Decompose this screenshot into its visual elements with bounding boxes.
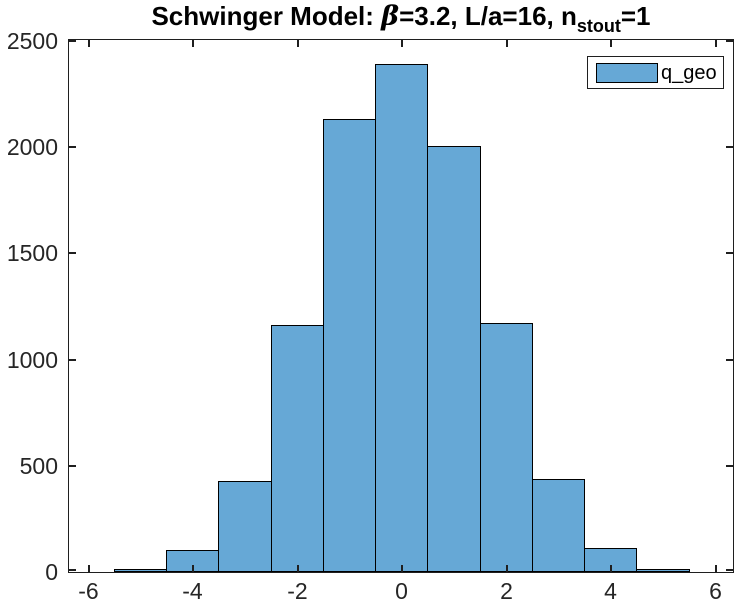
y-tick-label: 2500: [6, 27, 58, 54]
plot-area: q_geo: [68, 39, 734, 573]
x-tick-mark: [506, 565, 508, 572]
legend-swatch-q-geo: [596, 62, 658, 83]
histogram-bar: [218, 481, 272, 572]
x-tick-mark: [610, 40, 612, 47]
x-tick-mark: [88, 40, 90, 47]
y-tick-mark: [726, 40, 733, 42]
legend-label: q_geo: [661, 61, 717, 84]
y-tick-mark: [69, 252, 76, 254]
x-tick-mark: [715, 40, 717, 47]
y-tick-mark: [726, 146, 733, 148]
x-tick-mark: [192, 565, 194, 572]
x-tick-label: 4: [604, 578, 617, 604]
histogram-bar: [480, 323, 533, 572]
x-tick-label: -4: [182, 578, 203, 604]
x-tick-mark: [297, 40, 299, 47]
title-suffix: =1: [620, 1, 651, 31]
chart-title: Schwinger Model: β=3.2, L/a=16, nstout=1: [68, 1, 734, 36]
x-tick-label: -2: [287, 578, 308, 604]
histogram-bar: [271, 325, 324, 572]
title-subscript-stout: stout: [576, 16, 621, 36]
x-tick-label: 0: [395, 578, 408, 604]
title-middle: =3.2, L/a=16, n: [399, 1, 577, 31]
y-tick-mark: [726, 359, 733, 361]
histogram-bar: [532, 479, 585, 572]
histogram-bar: [427, 146, 481, 572]
y-tick-label: 2000: [6, 133, 58, 160]
x-tick-label: 2: [500, 578, 513, 604]
x-tick-mark: [297, 565, 299, 572]
y-tick-mark: [726, 465, 733, 467]
x-tick-mark: [401, 40, 403, 47]
x-tick-mark: [401, 565, 403, 572]
x-tick-mark: [715, 565, 717, 572]
y-tick-mark: [726, 252, 733, 254]
y-tick-label: 0: [45, 558, 58, 585]
y-tick-mark: [69, 40, 76, 42]
histogram-bar: [584, 548, 637, 572]
x-tick-mark: [610, 565, 612, 572]
y-tick-mark: [726, 569, 733, 571]
beta-symbol: β: [381, 1, 400, 32]
y-tick-mark: [69, 465, 76, 467]
x-tick-mark: [506, 40, 508, 47]
y-tick-mark: [69, 146, 76, 148]
y-tick-mark: [69, 359, 76, 361]
x-tick-mark: [192, 40, 194, 47]
histogram-bar: [636, 569, 690, 572]
y-tick-label: 1000: [6, 346, 58, 373]
histogram-bar: [114, 569, 167, 572]
x-tick-label: 6: [709, 578, 722, 604]
histogram-bar: [323, 119, 376, 572]
y-tick-mark: [69, 569, 76, 571]
x-tick-label: -6: [78, 578, 99, 604]
x-tick-mark: [88, 565, 90, 572]
y-tick-label: 500: [19, 452, 58, 479]
y-tick-label: 1500: [6, 239, 58, 266]
histogram-bar: [375, 64, 428, 572]
legend-box: q_geo: [587, 56, 724, 89]
title-text: Schwinger Model:: [151, 1, 382, 31]
